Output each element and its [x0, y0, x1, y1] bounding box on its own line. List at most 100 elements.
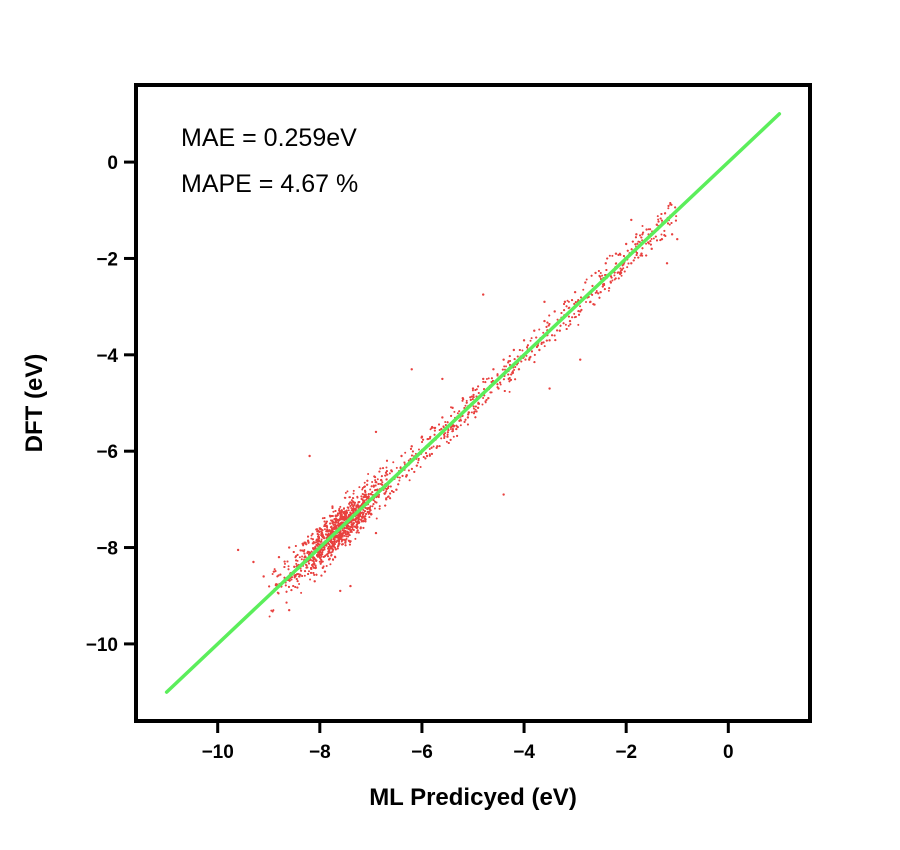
data-point: [352, 522, 355, 525]
data-point: [318, 552, 321, 555]
data-point: [496, 373, 499, 376]
data-point: [341, 532, 344, 535]
data-point: [606, 257, 609, 260]
data-point: [438, 423, 441, 426]
data-point: [321, 566, 324, 569]
data-point: [376, 488, 379, 491]
data-point: [508, 355, 511, 358]
data-point: [252, 560, 255, 564]
data-point: [344, 511, 347, 514]
data-point: [344, 529, 347, 532]
data-point: [428, 447, 431, 450]
data-point: [381, 483, 384, 486]
data-point: [591, 284, 594, 287]
data-point: [363, 495, 366, 498]
data-point: [312, 541, 315, 544]
plot-frame: [134, 83, 812, 723]
data-point: [535, 346, 538, 349]
data-point: [338, 536, 341, 539]
data-point: [341, 538, 344, 541]
data-point: [443, 433, 446, 436]
data-point: [368, 516, 371, 519]
data-point: [620, 274, 623, 277]
data-point: [634, 243, 637, 246]
data-point: [332, 548, 335, 551]
data-point: [526, 346, 529, 349]
data-point: [472, 396, 475, 399]
data-point: [361, 511, 364, 514]
data-point: [641, 225, 644, 228]
data-point: [451, 430, 454, 433]
data-point: [510, 373, 513, 376]
data-point: [306, 566, 309, 569]
data-point: [340, 513, 343, 516]
data-point: [329, 563, 332, 566]
data-point: [236, 548, 240, 552]
data-point: [496, 386, 499, 389]
data-point: [608, 254, 611, 257]
data-point: [663, 234, 666, 237]
data-point: [350, 499, 353, 502]
data-point: [375, 517, 378, 520]
data-point: [593, 303, 596, 306]
data-point: [347, 535, 350, 538]
data-point: [268, 585, 271, 588]
data-point: [509, 378, 512, 381]
data-point: [377, 482, 380, 485]
data-point: [438, 428, 441, 431]
data-point: [667, 204, 670, 207]
data-point: [417, 459, 420, 462]
data-point: [656, 215, 659, 218]
data-point: [352, 507, 355, 510]
data-point: [623, 270, 626, 273]
data-point: [650, 238, 653, 241]
data-point: [352, 528, 355, 531]
data-point: [512, 348, 516, 352]
data-point: [330, 553, 333, 556]
data-point: [350, 530, 353, 533]
data-point: [547, 324, 550, 327]
data-point: [350, 502, 353, 505]
data-point: [330, 519, 333, 522]
data-point: [320, 538, 323, 541]
y-axis-ticks: 0 −2 −4 −6 −8 −10: [86, 153, 136, 656]
data-point: [563, 300, 567, 304]
data-point: [420, 436, 423, 439]
data-point: [323, 528, 326, 531]
data-point: [356, 529, 359, 532]
data-point: [365, 512, 368, 515]
data-point: [590, 274, 593, 277]
data-point: [514, 366, 517, 369]
data-point: [320, 528, 323, 531]
data-point: [530, 350, 533, 353]
data-point: [613, 274, 616, 277]
data-point: [364, 518, 367, 521]
data-point: [502, 378, 505, 381]
data-point: [292, 550, 295, 553]
data-point: [321, 533, 324, 536]
data-point: [350, 507, 353, 510]
data-point: [397, 483, 400, 486]
data-point: [514, 378, 517, 381]
data-point: [597, 270, 600, 272]
data-point: [313, 562, 316, 565]
data-point: [385, 470, 388, 473]
data-point: [342, 507, 345, 510]
data-point: [481, 403, 484, 406]
x-axis-label: ML Predicyed (eV): [369, 784, 577, 811]
data-point: [312, 548, 315, 551]
data-point: [415, 464, 419, 467]
data-point: [315, 528, 318, 531]
data-point: [424, 457, 427, 460]
data-point: [378, 505, 381, 508]
data-point: [444, 420, 447, 423]
data-point: [655, 223, 659, 226]
data-point: [369, 509, 372, 512]
data-point: [363, 515, 366, 518]
data-point: [332, 542, 335, 545]
data-point: [533, 353, 536, 356]
data-point: [543, 319, 546, 323]
data-point: [649, 240, 652, 243]
data-point: [362, 526, 365, 529]
data-point: [410, 445, 413, 448]
